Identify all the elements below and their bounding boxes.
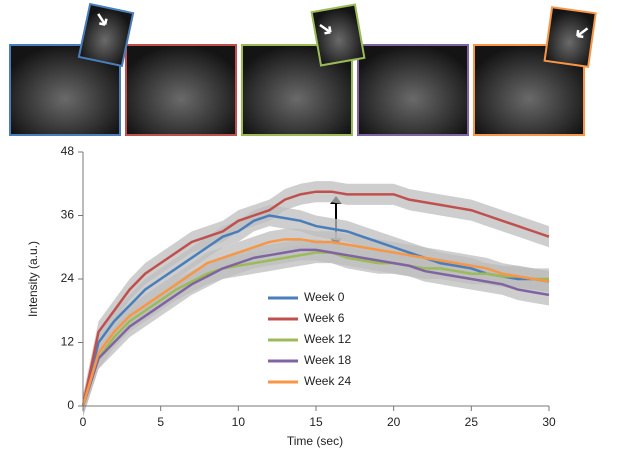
series-line — [81, 214, 550, 407]
inset — [310, 3, 366, 67]
legend-label: Week 6 — [304, 311, 345, 325]
y-tick-label: 48 — [61, 144, 75, 158]
x-axis-label: Time (sec) — [287, 434, 343, 448]
x-tick-label: 20 — [387, 415, 401, 429]
y-tick-label: 12 — [61, 335, 75, 349]
y-tick-label: 24 — [61, 271, 75, 285]
y-axis-label: Intensity (a.u.) — [26, 241, 40, 317]
x-tick-label: 10 — [232, 415, 246, 429]
y-tick-label: 0 — [67, 398, 74, 412]
series-line — [81, 190, 550, 407]
series-line — [81, 238, 550, 407]
series-line — [81, 248, 550, 407]
inset — [543, 6, 597, 68]
y-tick-label: 36 — [61, 208, 75, 222]
x-tick-label: 5 — [157, 415, 164, 429]
x-tick-label: 0 — [80, 415, 87, 429]
error-band — [83, 228, 549, 417]
image-panel — [357, 44, 469, 136]
legend-label: Week 12 — [304, 332, 351, 346]
inset — [77, 2, 135, 68]
image-panel — [125, 44, 237, 136]
x-tick-label: 15 — [309, 415, 323, 429]
series-line — [81, 251, 549, 407]
x-tick-label: 25 — [465, 415, 479, 429]
legend-label: Week 24 — [304, 374, 351, 388]
legend-label: Week 0 — [304, 290, 345, 304]
legend-label: Week 18 — [304, 353, 351, 367]
ultrasound-panels — [9, 2, 597, 136]
error-band — [83, 239, 549, 417]
x-tick-label: 30 — [542, 415, 556, 429]
